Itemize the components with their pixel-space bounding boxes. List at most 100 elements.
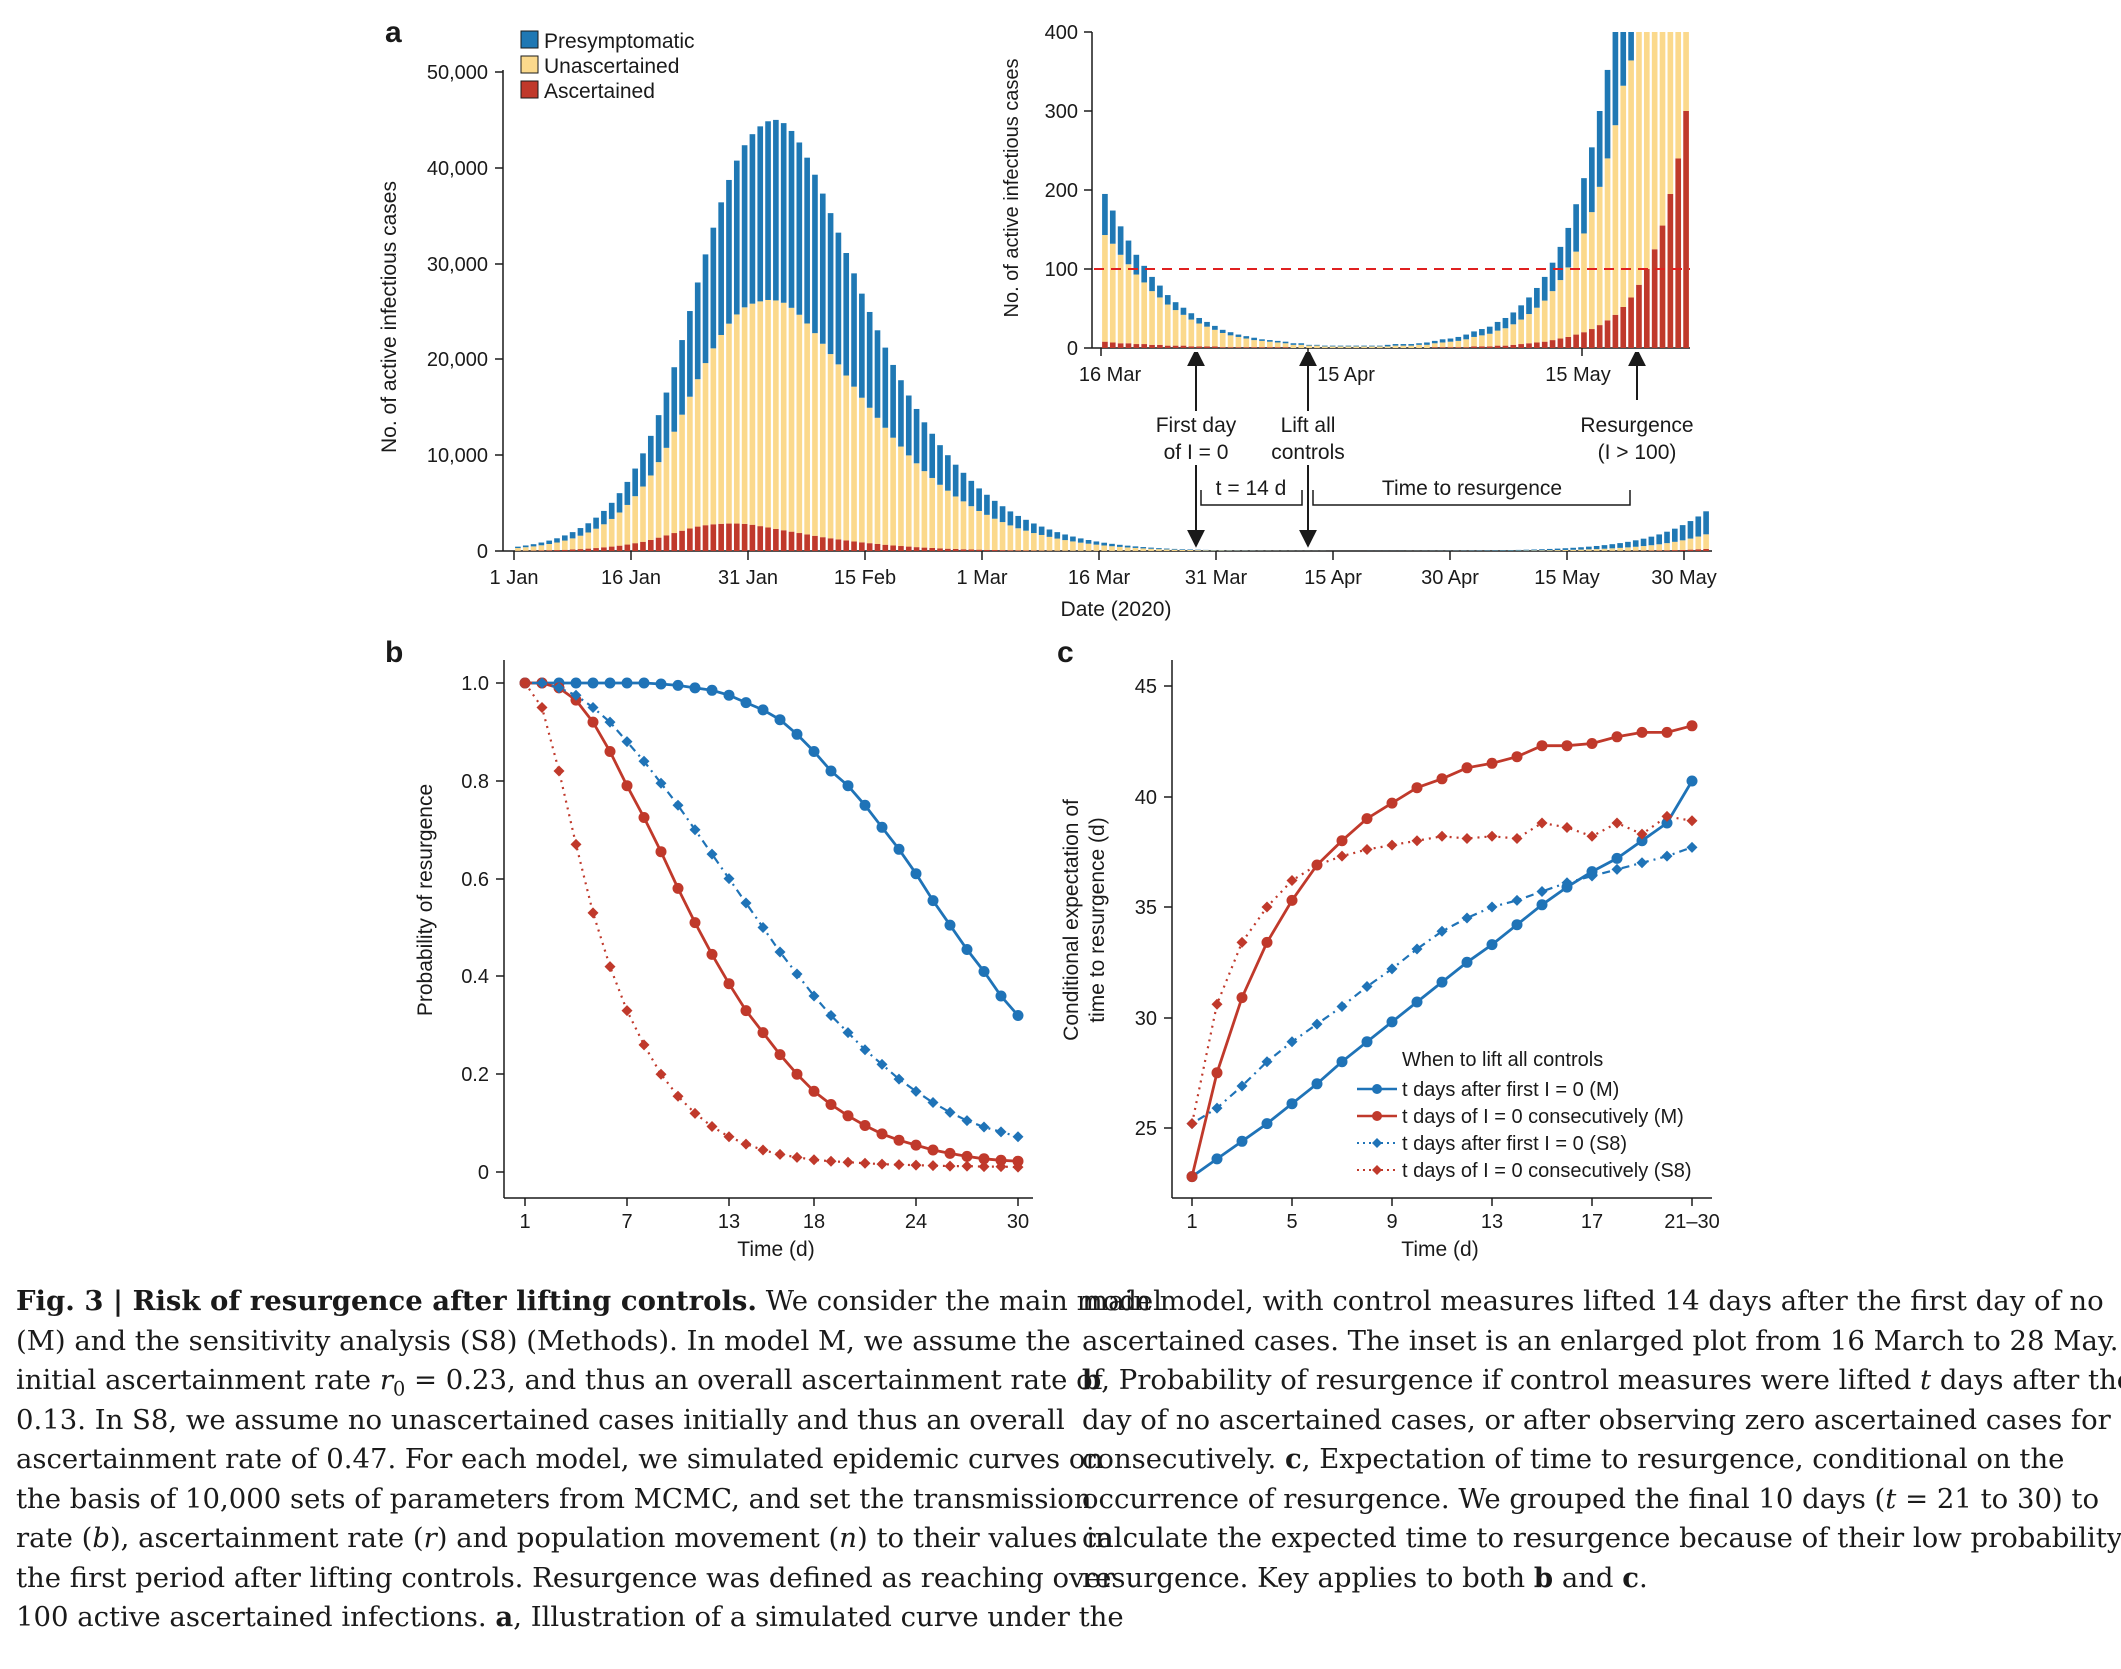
bar-presymptomatic (1539, 549, 1545, 551)
panel-b-point (570, 838, 582, 850)
bar-ascertained (1518, 344, 1524, 348)
bar-presymptomatic (1534, 287, 1540, 308)
bar-ascertained (538, 550, 545, 551)
panel-b-point (927, 1144, 939, 1156)
caption-line: Fig. 3 | Risk of resurgence after liftin… (16, 1285, 1162, 1317)
bar-presymptomatic (1156, 548, 1162, 550)
panel-c-point (1311, 1078, 1323, 1090)
panel-c-point (1636, 835, 1648, 847)
bar-presymptomatic (1329, 345, 1336, 347)
caption-line: rate (b), ascertainment rate (r) and pop… (16, 1522, 1113, 1554)
panel-b-point (961, 944, 973, 955)
bar-unascertained (984, 514, 990, 550)
bar-ascertained (1196, 346, 1202, 348)
bar-presymptomatic (593, 517, 599, 529)
bar-unascertained (968, 506, 975, 550)
bar-unascertained (1117, 254, 1124, 344)
panel-c-xtick-label: 9 (1386, 1211, 1397, 1233)
bar-unascertained (1376, 346, 1383, 348)
panel-c-point (1686, 775, 1698, 787)
bar-unascertained (1015, 528, 1022, 551)
bar-presymptomatic (585, 523, 592, 533)
panel-b-point (808, 1154, 820, 1166)
panel-c-point (1661, 817, 1673, 829)
bar-presymptomatic (1549, 262, 1556, 292)
inset-bars (1102, 32, 1689, 348)
bar-unascertained (741, 307, 748, 524)
bar-unascertained (1361, 346, 1367, 348)
panel-c-point (1261, 1118, 1273, 1130)
bar-unascertained (1659, 32, 1666, 226)
bar-ascertained (1447, 347, 1454, 348)
bar-ascertained (655, 537, 662, 551)
panel-c-ytick-label: 30 (1135, 1008, 1157, 1030)
bar-presymptomatic (546, 540, 552, 544)
bar-presymptomatic (913, 408, 920, 464)
bar-presymptomatic (640, 453, 646, 487)
panel-c-legend-entry: t days of I = 0 consecutively (S8) (1402, 1160, 1692, 1182)
bar-presymptomatic (1141, 265, 1148, 283)
bar-unascertained (640, 486, 646, 542)
bar-ascertained (1102, 341, 1108, 348)
bar-unascertained (1604, 158, 1611, 321)
panel-b-point (859, 1044, 871, 1056)
panel-c-legend-entry: t days after first I = 0 (S8) (1402, 1133, 1627, 1155)
bar-presymptomatic (616, 493, 623, 513)
panel-b-point (774, 1049, 786, 1061)
bar-presymptomatic (812, 174, 818, 334)
bar-presymptomatic (694, 282, 701, 380)
bar-ascertained (819, 537, 826, 551)
bar-unascertained (1314, 345, 1320, 348)
bar-presymptomatic (1298, 343, 1305, 345)
bar-presymptomatic (554, 538, 560, 543)
bar-presymptomatic (1640, 538, 1647, 547)
panel-c-point (1461, 762, 1473, 774)
bar-presymptomatic (718, 202, 724, 335)
panel-a-xtick-label: 1 Jan (490, 567, 539, 589)
caption-line: ascertained cases. The inset is an enlar… (1082, 1324, 2119, 1357)
bar-unascertained (1172, 310, 1179, 346)
bar-presymptomatic (569, 532, 576, 539)
panel-a-xlabel: Date (2020) (1061, 598, 1172, 621)
bar-presymptomatic (1523, 549, 1530, 551)
bar-presymptomatic (687, 311, 693, 397)
bar-unascertained (1562, 549, 1569, 551)
bar-ascertained (1526, 343, 1532, 348)
bar-unascertained (1431, 343, 1438, 348)
bar-presymptomatic (1046, 529, 1053, 537)
bar-unascertained (1651, 32, 1658, 250)
bar-unascertained (1703, 534, 1709, 549)
bar-ascertained (726, 523, 732, 551)
caption-line: ascertainment rate of 0.47. For each mod… (16, 1443, 1104, 1475)
bar-unascertained (1628, 60, 1634, 298)
panel-c-point (1286, 894, 1298, 906)
bar-presymptomatic (1243, 336, 1250, 339)
panel-c-point (1686, 720, 1698, 732)
bar-unascertained (1187, 550, 1193, 551)
bar-presymptomatic (1500, 550, 1506, 551)
bar-unascertained (1683, 32, 1689, 111)
bar-unascertained (1664, 543, 1670, 551)
panel-b-point (791, 728, 803, 740)
bar-unascertained (929, 477, 936, 548)
lift-label-1: Lift all (1281, 414, 1336, 437)
panel-b-point (978, 1153, 990, 1165)
panel-b-point (757, 1027, 769, 1039)
bar-unascertained (1274, 342, 1281, 348)
bar-presymptomatic (515, 546, 521, 549)
bar-ascertained (1659, 225, 1666, 348)
bar-presymptomatic (819, 193, 826, 344)
bar-ascertained (921, 547, 928, 551)
bar-unascertained (1679, 540, 1686, 550)
bar-presymptomatic (1479, 329, 1485, 336)
bar-ascertained (1589, 329, 1595, 348)
bar-ascertained (999, 550, 1006, 551)
bar-presymptomatic (1282, 341, 1289, 344)
panel-b-point (995, 1154, 1007, 1166)
caption-line: 100 active ascertained infections. a, Il… (16, 1601, 1124, 1633)
panel-b-lines (519, 677, 1024, 1173)
legend-label-presymptomatic: Presymptomatic (544, 30, 695, 53)
bar-ascertained (616, 545, 623, 551)
caption-line: b, Probability of resurgence if control … (1082, 1364, 2121, 1396)
bar-unascertained (1227, 335, 1234, 348)
